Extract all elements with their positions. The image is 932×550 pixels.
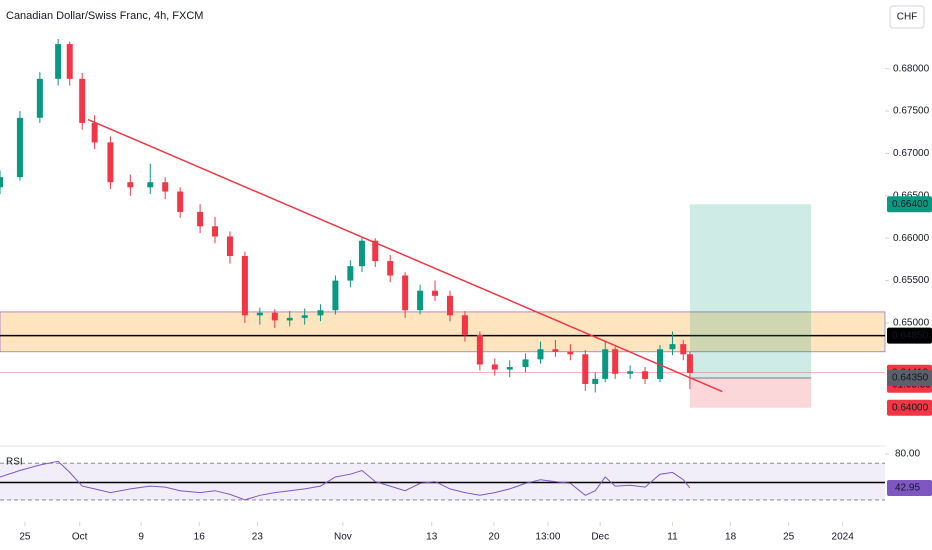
candle-body: [387, 261, 394, 276]
currency-button[interactable]: [889, 5, 925, 29]
zone: [0, 311, 886, 353]
y-tick-label: 0.66000: [893, 233, 930, 244]
x-tick-label: 2024: [832, 532, 855, 543]
price-badge-label: 0.64850: [892, 330, 929, 341]
stop-box: [689, 378, 812, 408]
candle-body: [461, 315, 468, 335]
rsi-tick-label: 80.00: [895, 449, 920, 460]
candle-body: [0, 177, 3, 188]
candle-body: [432, 290, 439, 296]
rsi-label: RSI: [6, 457, 23, 468]
candle-body: [127, 182, 134, 188]
candle-body: [582, 354, 589, 384]
price-badge: [887, 196, 932, 213]
x-tick-label: 11: [667, 532, 678, 543]
x-tick-label: 16: [194, 532, 206, 543]
x-tick-label: Dec: [591, 532, 609, 543]
x-tick-label: 25: [19, 532, 31, 543]
candle-body: [680, 344, 687, 355]
candle-body: [91, 122, 98, 143]
rsi-line: [0, 460, 691, 501]
x-tick-label: 23: [252, 532, 264, 543]
candle-body: [177, 191, 184, 212]
candle-body: [592, 378, 599, 384]
candle-body: [402, 275, 409, 311]
y-tick-label: 0.68000: [893, 63, 930, 74]
candle-body: [537, 349, 544, 360]
x-tick-label: 13:00: [535, 532, 560, 543]
candle-body: [657, 349, 664, 379]
x-tick-label: 9: [138, 532, 144, 543]
candle-body: [446, 295, 453, 316]
candle-body: [226, 236, 233, 256]
y-tick-label: 0.65500: [893, 275, 930, 286]
candle-body: [627, 371, 634, 374]
trendline: [87, 118, 723, 393]
candle-body: [552, 349, 559, 352]
candle-body: [36, 78, 43, 118]
candle-body: [612, 349, 619, 374]
y-tick-label: 0.67500: [893, 106, 930, 117]
candle-body: [417, 290, 424, 311]
price-badge-label: 0.64350: [892, 373, 929, 384]
candle-body: [66, 44, 73, 79]
candle-body: [567, 351, 574, 355]
candle-body: [642, 371, 649, 379]
x-tick-label: 20: [488, 532, 500, 543]
candle-body: [301, 315, 308, 318]
chart-title: Canadian Dollar/Swiss Franc, 4h, FXCM: [6, 10, 203, 22]
candle-body: [522, 359, 529, 368]
price-badge: [887, 327, 932, 344]
candle-body: [241, 255, 248, 316]
candle-body: [332, 280, 339, 311]
candle-body: [271, 312, 278, 321]
candle-body: [491, 364, 498, 370]
target-box: [689, 204, 812, 379]
candle-body: [286, 317, 293, 321]
rsi-badge-label: 42.95: [895, 483, 920, 494]
candle-body: [55, 44, 62, 79]
x-tick-label: Nov: [334, 532, 352, 543]
rsi-background: [0, 463, 885, 500]
candle-body: [476, 334, 483, 365]
candle-body: [347, 266, 354, 281]
candle-body: [256, 312, 263, 316]
currency-button-label[interactable]: CHF: [897, 12, 918, 23]
candle-body: [372, 240, 379, 262]
x-tick-label: 25: [783, 532, 795, 543]
price-badge: [887, 370, 932, 387]
candle-body: [506, 367, 513, 370]
candle-body: [147, 182, 154, 188]
candle-body: [79, 78, 86, 123]
candle-body: [358, 240, 365, 267]
x-tick-label: 13: [426, 532, 438, 543]
price-badge: [887, 399, 932, 416]
rsi-badge: [887, 480, 932, 497]
x-tick-label: Oct: [72, 532, 88, 543]
y-tick-label: 0.66500: [893, 190, 930, 201]
candle-body: [669, 344, 676, 350]
candle-body: [16, 117, 23, 178]
candle-body: [162, 182, 169, 192]
x-tick-label: 18: [725, 532, 737, 543]
price-badge-label: 0.64000: [892, 402, 929, 413]
candle-body: [317, 310, 324, 316]
candle-body: [212, 226, 219, 237]
y-tick-label: 0.67000: [893, 148, 930, 159]
candle-body: [107, 142, 114, 183]
candle-body: [602, 349, 609, 379]
y-tick-label: 0.65000: [893, 318, 930, 329]
candle-body: [686, 354, 693, 373]
candle-body: [197, 211, 204, 227]
price-badge-label: 0.66400: [892, 199, 929, 210]
